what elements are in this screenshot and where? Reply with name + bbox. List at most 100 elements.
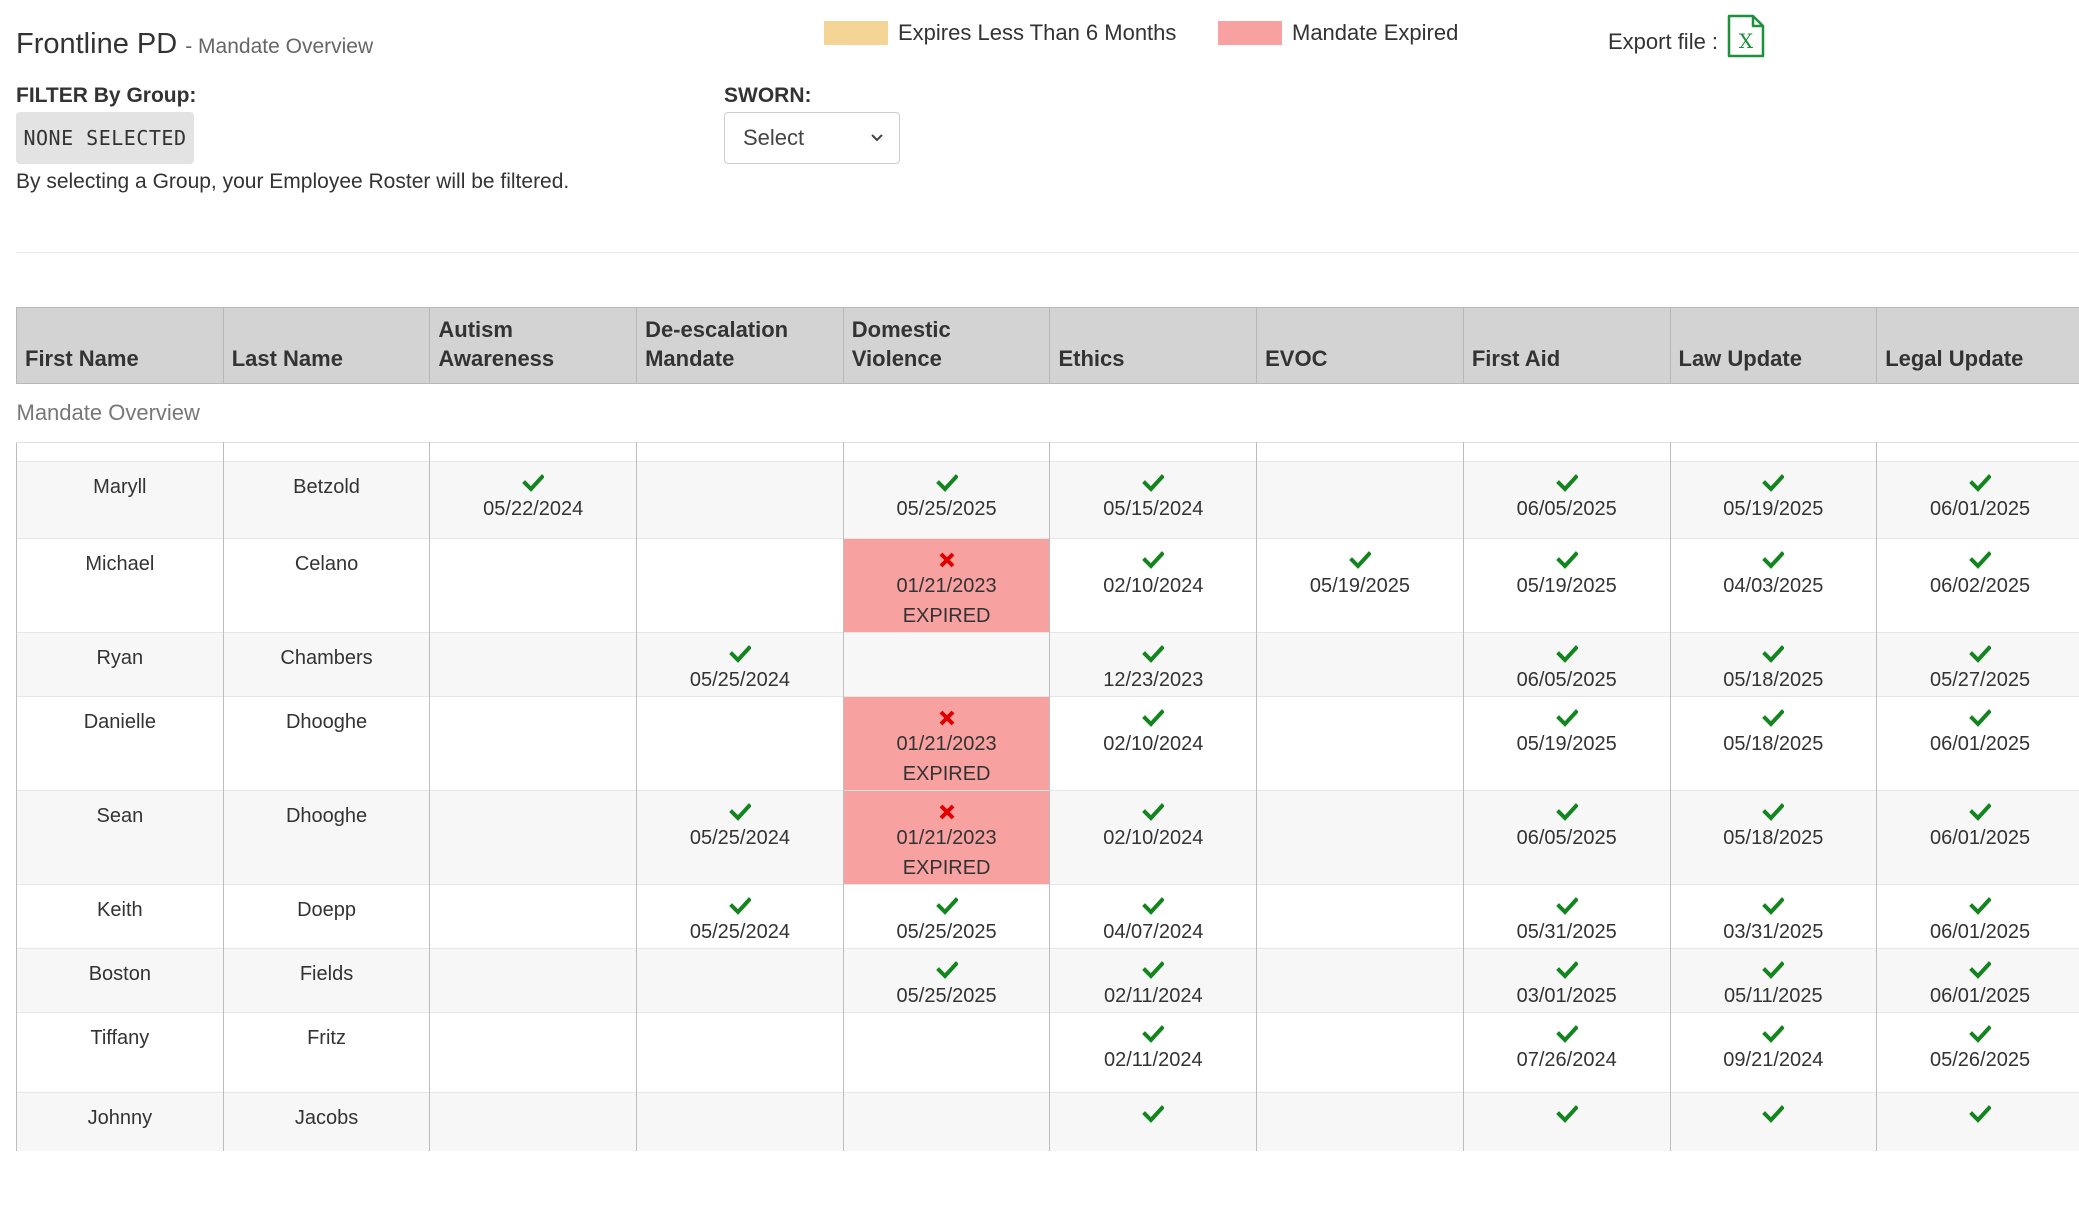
table-row[interactable]: Sean Dhooghe 05/25/2024 01/21/2023 EXPIRED 02… bbox=[16, 790, 2079, 885]
close-icon bbox=[939, 552, 955, 568]
cell-first-aid: 05/31/2025 bbox=[1462, 884, 1671, 949]
table-row[interactable]: Maryll Betzold 05/22/2024 05/25/2025 05/15/2… bbox=[16, 461, 2079, 539]
check-icon bbox=[1969, 474, 1992, 492]
cell-last-name: Dhooghe bbox=[222, 790, 431, 885]
cell-last-name: Doepp bbox=[222, 884, 431, 949]
legend-item-expired: Mandate Expired bbox=[1218, 20, 1458, 46]
column-header-law-update[interactable]: Law Update bbox=[1669, 307, 1878, 384]
cell-law-update: 05/18/2025 bbox=[1669, 696, 1878, 791]
mandate-date: 02/10/2024 bbox=[1103, 733, 1204, 755]
table-row[interactable]: Boston Fields 05/25/2025 02/11/2024 03/01/20… bbox=[16, 948, 2079, 1013]
check-icon bbox=[1349, 551, 1371, 569]
cell-legal-update: 06/01/2025 bbox=[1876, 884, 2079, 949]
cell-evoc bbox=[1256, 884, 1464, 949]
check-icon bbox=[1969, 645, 1992, 663]
cell-law-update: 03/31/2025 bbox=[1669, 884, 1878, 949]
column-header-first-aid[interactable]: First Aid bbox=[1462, 307, 1671, 384]
cell-first-aid: 06/05/2025 bbox=[1462, 632, 1671, 697]
mandate-date: 05/11/2025 bbox=[1724, 985, 1823, 1007]
cell-legal-update: 06/01/2025 bbox=[1876, 696, 2079, 791]
cell-evoc bbox=[1256, 696, 1464, 791]
column-header-evoc[interactable]: EVOC bbox=[1256, 307, 1464, 384]
legend-label-expired: Mandate Expired bbox=[1292, 20, 1459, 45]
expired-label: EXPIRED bbox=[902, 763, 991, 785]
group-filter-button[interactable]: NONE SELECTED bbox=[16, 112, 194, 164]
check-icon bbox=[1142, 474, 1165, 492]
table-spacer-row bbox=[16, 442, 2079, 462]
cell-ethics: 04/07/2024 bbox=[1049, 884, 1258, 949]
mandate-date: 05/25/2025 bbox=[896, 498, 997, 520]
mandate-date: 06/05/2025 bbox=[1516, 827, 1617, 849]
table-row[interactable]: Tiffany Fritz 02/11/2024 07/26/2024 09/21/20… bbox=[16, 1012, 2079, 1093]
cell-first-name: Keith bbox=[16, 884, 224, 949]
cell-first-aid: 05/19/2025 bbox=[1462, 538, 1671, 633]
excel-file-icon[interactable]: X bbox=[1726, 14, 1766, 58]
check-icon bbox=[1142, 897, 1165, 915]
cell-legal-update: 06/02/2025 bbox=[1876, 538, 2079, 633]
mandate-date: 05/19/2025 bbox=[1516, 575, 1617, 597]
mandate-date: 05/22/2024 bbox=[483, 498, 584, 520]
cell-first-aid: 06/05/2025 bbox=[1462, 790, 1671, 885]
mandate-date: 02/10/2024 bbox=[1103, 575, 1204, 597]
cell-autism-awareness bbox=[429, 696, 638, 791]
check-icon bbox=[1555, 709, 1578, 727]
cell-evoc bbox=[1256, 461, 1464, 539]
cell-last-name: Fritz bbox=[222, 1012, 431, 1093]
check-icon bbox=[1142, 551, 1165, 569]
check-icon bbox=[1969, 897, 1992, 915]
cell-de-escalation-mandate bbox=[636, 1012, 844, 1093]
table-row[interactable]: Danielle Dhooghe 01/21/2023 EXPIRED 02/10/20… bbox=[16, 696, 2079, 791]
cell-law-update: 05/11/2025 bbox=[1669, 948, 1878, 1013]
legend-swatch-expiring bbox=[824, 21, 888, 45]
column-header-legal-update[interactable]: Legal Update bbox=[1876, 307, 2079, 384]
sworn-select-value: Select bbox=[743, 125, 805, 150]
cell-ethics: 02/11/2024 bbox=[1049, 1012, 1258, 1093]
cell-domestic-violence: 05/25/2025 bbox=[842, 948, 1051, 1013]
check-icon bbox=[1142, 1025, 1165, 1043]
check-icon bbox=[1762, 709, 1785, 727]
cell-last-name: Betzold bbox=[222, 461, 431, 539]
table-row[interactable]: Ryan Chambers 05/25/2024 12/23/2023 06/05/20… bbox=[16, 632, 2079, 697]
cell-last-name: Chambers bbox=[222, 632, 431, 697]
column-header-de-escalation-mandate[interactable]: De-escalation Mandate bbox=[636, 307, 844, 384]
cell-legal-update: 05/27/2025 bbox=[1876, 632, 2079, 697]
cell-first-aid: 07/26/2024 bbox=[1462, 1012, 1671, 1093]
mandate-date: 05/19/2025 bbox=[1516, 733, 1617, 755]
check-icon bbox=[1555, 961, 1578, 979]
sworn-select[interactable]: Select bbox=[724, 112, 900, 164]
check-icon bbox=[1555, 1105, 1578, 1123]
mandate-date: 01/21/2023 bbox=[896, 733, 997, 755]
sworn-label: SWORN: bbox=[724, 84, 812, 107]
table-row[interactable]: Johnny Jacobs bbox=[16, 1092, 2079, 1151]
column-header-domestic-violence[interactable]: Domestic Violence bbox=[842, 307, 1051, 384]
check-icon bbox=[1762, 1105, 1785, 1123]
page-title-text: Frontline PD bbox=[16, 28, 178, 60]
column-header-ethics[interactable]: Ethics bbox=[1049, 307, 1258, 384]
check-icon bbox=[1555, 803, 1578, 821]
cell-legal-update: 06/01/2025 bbox=[1876, 948, 2079, 1013]
mandate-date: 05/19/2025 bbox=[1309, 575, 1411, 597]
mandate-date: 04/03/2025 bbox=[1723, 575, 1824, 597]
check-icon bbox=[1142, 803, 1165, 821]
cell-evoc bbox=[1256, 790, 1464, 885]
cell-legal-update bbox=[1876, 1092, 2079, 1151]
legend-label-expiring: Expires Less Than 6 Months bbox=[898, 20, 1177, 45]
mandate-date: 05/25/2024 bbox=[689, 669, 790, 691]
check-icon bbox=[1969, 803, 1992, 821]
mandate-date: 05/25/2024 bbox=[689, 921, 790, 943]
export-file: Export file : X bbox=[1608, 14, 1766, 58]
cell-domestic-violence bbox=[842, 1092, 1051, 1151]
mandate-date: 02/11/2024 bbox=[1103, 1049, 1203, 1071]
mandate-date: 05/25/2025 bbox=[896, 921, 997, 943]
mandate-table-container: First Name Last Name Autism Awareness De… bbox=[16, 307, 2079, 1231]
check-icon bbox=[935, 961, 958, 979]
column-header-last-name[interactable]: Last Name bbox=[222, 307, 431, 384]
cell-first-name: Johnny bbox=[16, 1092, 224, 1151]
table-row[interactable]: Michael Celano 01/21/2023 EXPIRED 02/10/2024… bbox=[16, 538, 2079, 633]
column-header-autism-awareness[interactable]: Autism Awareness bbox=[429, 307, 638, 384]
column-header-first-name[interactable]: First Name bbox=[16, 307, 224, 384]
check-icon bbox=[1142, 1105, 1165, 1123]
table-row[interactable]: Keith Doepp 05/25/2024 05/25/2025 04/07/2024… bbox=[16, 884, 2079, 949]
cell-domestic-violence bbox=[842, 1012, 1051, 1093]
mandate-table: First Name Last Name Autism Awareness De… bbox=[16, 307, 2079, 1151]
